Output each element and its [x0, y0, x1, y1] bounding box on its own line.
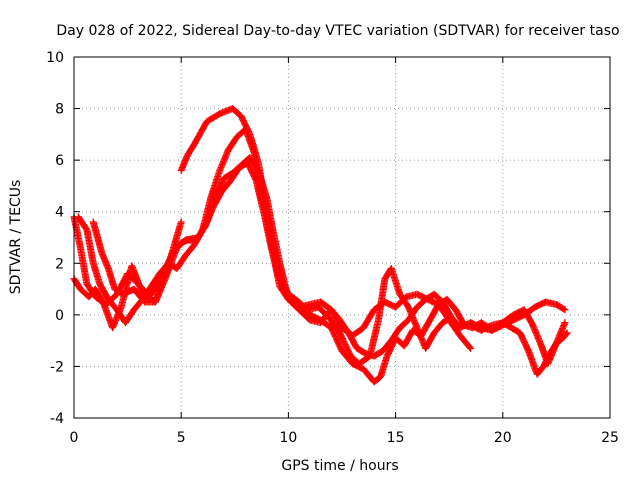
x-tick-label: 20	[494, 430, 512, 446]
data-point	[562, 330, 570, 338]
data-point	[446, 314, 454, 322]
y-axis-label: SDTVAR / TECUs	[8, 180, 24, 295]
y-tick-label: 2	[55, 256, 64, 272]
y-tick-label: -4	[50, 411, 64, 427]
y-tick-label: 10	[46, 50, 64, 66]
y-tick-label: -2	[50, 359, 64, 375]
data-point	[563, 329, 571, 337]
x-tick-label: 0	[70, 430, 79, 446]
data-point	[466, 343, 474, 351]
x-tick-label: 5	[177, 430, 186, 446]
x-tick-label: 10	[279, 430, 297, 446]
y-tick-label: 6	[55, 153, 64, 169]
data-point	[561, 306, 569, 314]
x-tick-label: 25	[601, 430, 619, 446]
series-track-4	[89, 159, 455, 368]
data-point	[177, 218, 185, 226]
data-point	[467, 344, 475, 352]
axis-ticks: 0 5 10 15 20 25 -4 -2 0 2 4 6 8 10	[46, 50, 619, 446]
grid	[74, 57, 610, 418]
plot-frame	[73, 56, 611, 419]
y-tick-label: 8	[55, 102, 64, 118]
y-tick-label: 0	[55, 308, 64, 324]
data-point	[561, 319, 569, 327]
x-tick-label: 15	[387, 430, 405, 446]
series-track-6	[456, 306, 569, 368]
data-points	[70, 105, 571, 386]
x-axis-label: GPS time / hours	[281, 458, 398, 474]
series-track-5	[177, 105, 571, 386]
data-point	[560, 305, 568, 313]
y-tick-label: 4	[55, 205, 64, 221]
chart-title: Day 028 of 2022, Sidereal Day-to-day VTE…	[56, 23, 619, 39]
data-point	[447, 313, 455, 321]
